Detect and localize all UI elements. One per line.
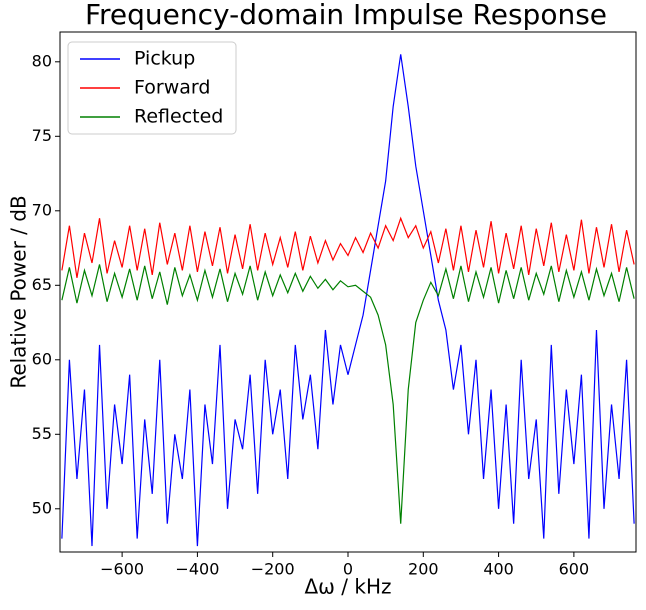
x-tick-label: 200 <box>408 560 439 579</box>
y-tick-label: 50 <box>32 498 52 517</box>
x-tick-label: −400 <box>175 560 219 579</box>
legend-label: Reflected <box>134 106 223 128</box>
y-axis-label: Relative Power / dB <box>7 195 31 388</box>
chart-title: Frequency-domain Impulse Response <box>85 0 607 31</box>
y-tick-label: 80 <box>32 51 52 70</box>
data-line <box>61 264 635 524</box>
data-line <box>61 216 635 278</box>
legend-box <box>67 41 237 135</box>
x-tick-label: 400 <box>483 560 514 579</box>
y-tick-label: 60 <box>32 349 52 368</box>
y-tick-label: 55 <box>32 424 52 443</box>
x-tick-label: 600 <box>559 560 590 579</box>
y-tick-label: 75 <box>32 126 52 145</box>
plot-area <box>61 54 635 547</box>
x-axis-label: Δω / kHz <box>304 575 391 599</box>
x-tick-label: 0 <box>343 560 353 579</box>
legend-label: Forward <box>134 77 210 99</box>
x-tick-label: −600 <box>100 560 144 579</box>
legend-label: Pickup <box>134 48 195 70</box>
y-tick-label: 65 <box>32 275 52 294</box>
y-tick-label: 70 <box>32 200 52 219</box>
data-line <box>61 54 635 547</box>
x-tick-label: −200 <box>251 560 295 579</box>
